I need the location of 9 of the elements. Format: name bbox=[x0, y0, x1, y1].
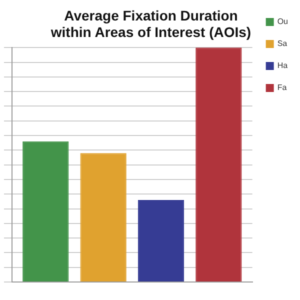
legend-label: Ou bbox=[277, 17, 288, 26]
bar bbox=[80, 153, 126, 282]
legend-label: Ha bbox=[277, 61, 288, 70]
bar bbox=[22, 141, 69, 282]
bar bbox=[138, 200, 184, 282]
bar bbox=[196, 48, 242, 282]
legend-label: Sa bbox=[277, 39, 288, 48]
legend-label: Fa bbox=[277, 83, 288, 92]
chart-title: Average Fixation Duration within Areas of Interest (AOIs) bbox=[50, 7, 252, 40]
